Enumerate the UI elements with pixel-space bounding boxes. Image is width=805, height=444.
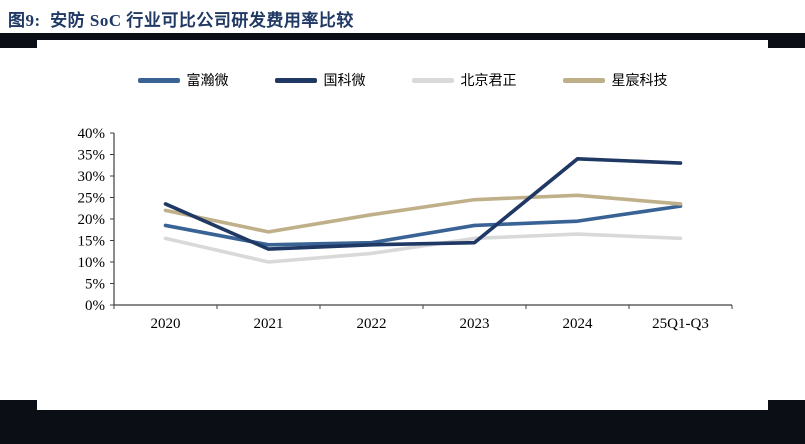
bottom-border-cap-right [768,400,805,444]
x-axis-tick-label: 2020 [151,316,181,332]
x-axis-tick-label: 25Q1-Q3 [652,316,709,332]
series-line-3 [163,232,683,264]
x-axis-tick-label: 2023 [460,316,490,332]
bottom-border [0,410,805,444]
y-axis-tick-label: 15% [78,234,106,250]
legend-item: 富瀚微 [137,70,229,90]
y-axis-tick-label: 25% [78,191,106,207]
legend-label: 北京君正 [460,74,517,89]
y-axis-tick-label: 30% [78,169,106,185]
legend-label: 星宸科技 [611,74,668,89]
figure-title: 图9: 安防 SoC 行业可比公司研发费用率比较 [8,11,354,30]
chart-legend: 富瀚微 国科微 北京君正 星宸科技 [0,70,805,90]
legend-item: 国科微 [274,70,366,90]
y-axis-tick-label: 20% [78,212,106,228]
title-divider [0,33,805,40]
title-divider-cap-left [0,33,37,48]
legend-line-swatch [137,77,180,83]
y-axis-tick-label: 10% [78,255,106,271]
series-line-2 [163,156,683,251]
legend-line-swatch [274,77,317,83]
y-axis-tick-label: 40% [78,126,106,142]
x-axis-tick-label: 2022 [357,316,387,332]
x-axis-tick-label: 2024 [563,316,594,332]
series-line-4 [163,193,683,234]
legend-item: 星宸科技 [562,70,668,90]
y-axis-tick-label: 35% [78,148,106,164]
line-chart: 0% 5% 10% 15% 20% 25% 30% 35% 40% 2020 2021 2022 202… [78,126,733,332]
y-axis-tick-label: 5% [85,277,105,293]
legend-line-swatch [411,77,454,83]
legend-label: 国科微 [323,74,366,89]
legend-item: 北京君正 [411,70,517,90]
legend-line-swatch [562,77,605,83]
bottom-border-cap-left [0,400,37,444]
y-axis-tick-label: 0% [85,298,105,314]
legend-label: 富瀚微 [186,74,229,89]
x-axis-tick-label: 2021 [254,316,284,332]
title-divider-cap-right [768,33,805,48]
